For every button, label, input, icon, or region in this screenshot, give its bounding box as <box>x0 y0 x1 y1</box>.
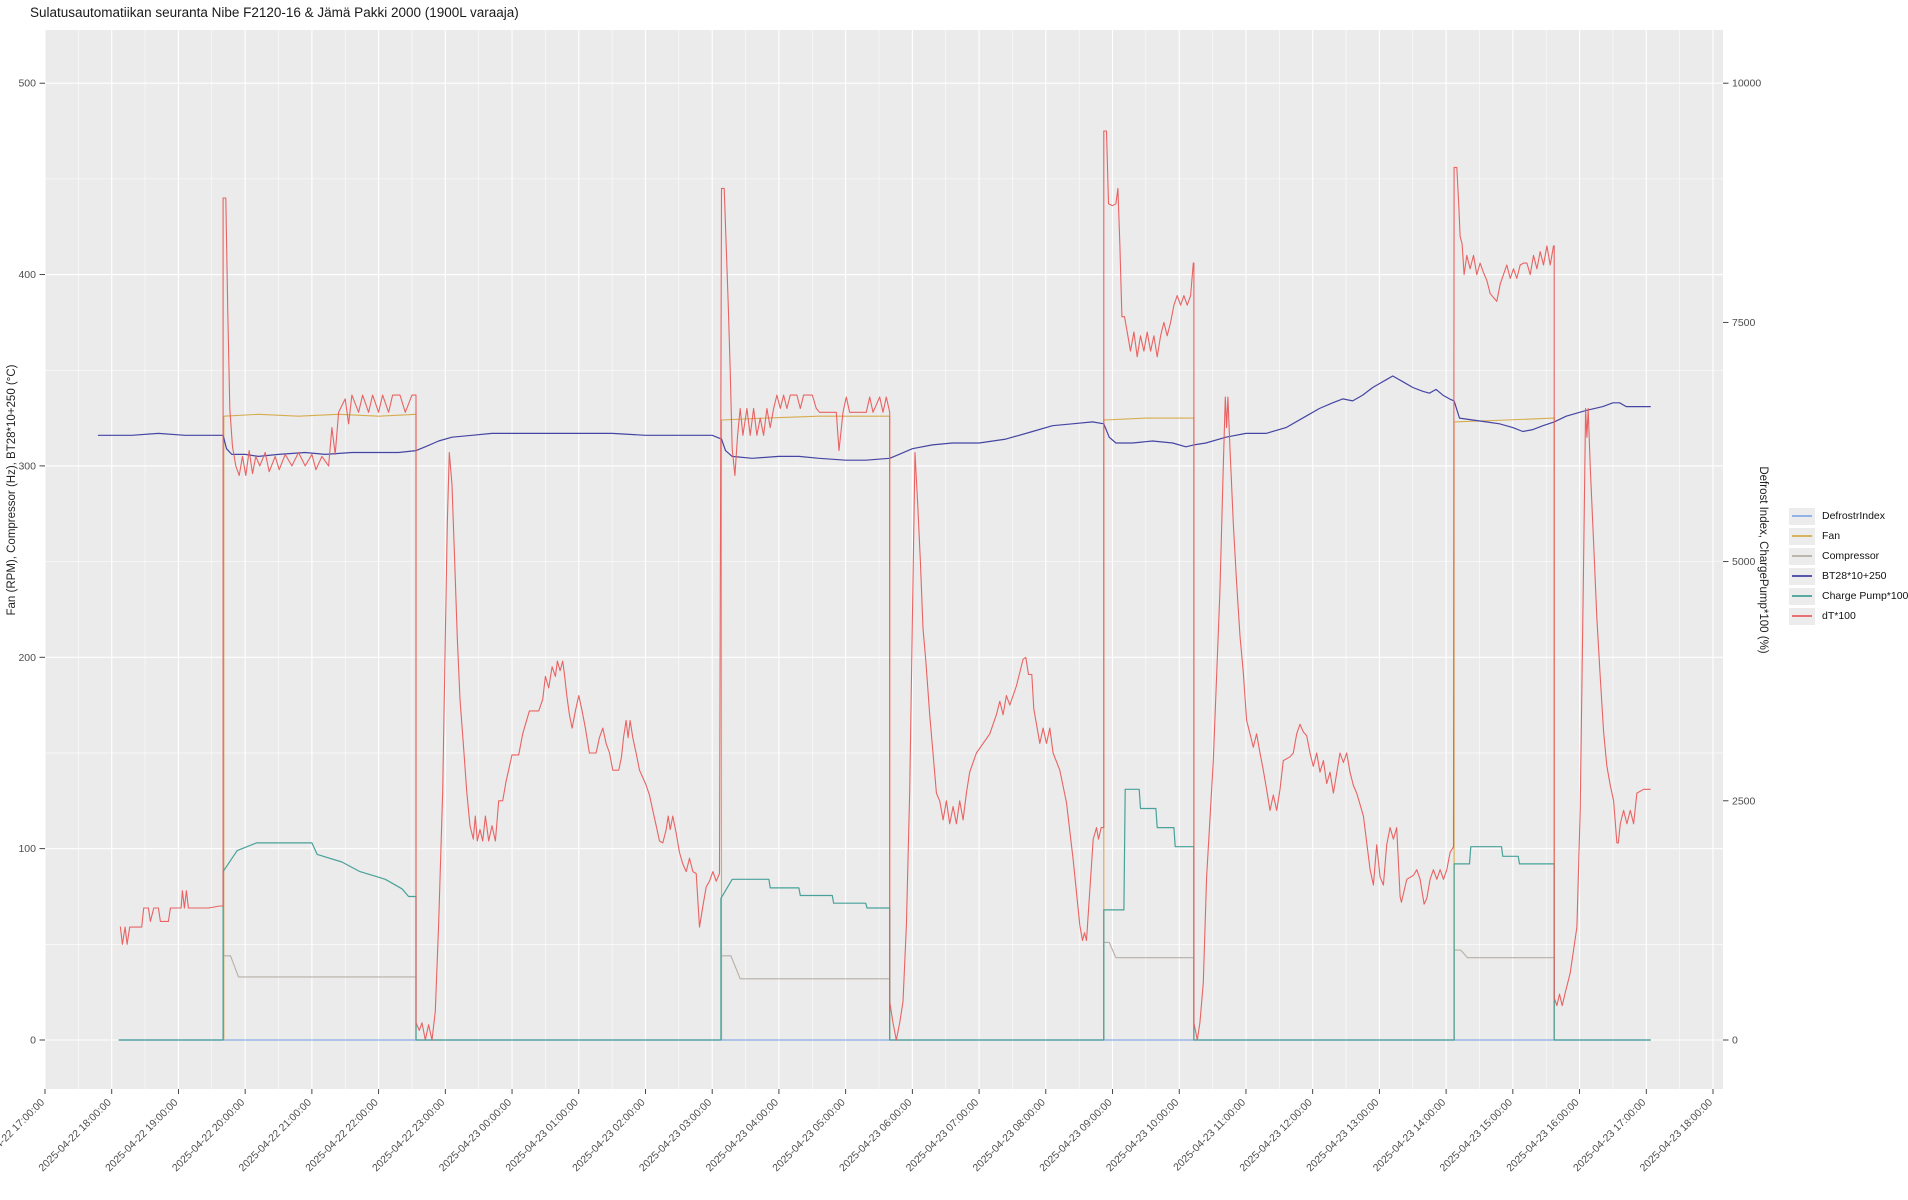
x-axis-tick-label: 2025-04-23 02:00:00 <box>570 1097 648 1175</box>
tick-marks <box>39 82 1729 1094</box>
left-axis-tick-label: 300 <box>18 460 36 472</box>
x-axis-tick-label: 2025-04-22 22:00:00 <box>303 1097 381 1175</box>
x-axis-tick-label: 2025-04-23 12:00:00 <box>1237 1097 1315 1175</box>
right-axis-tick-label: 0 <box>1732 1035 1738 1047</box>
left-axis-tick-label: 400 <box>18 269 36 281</box>
right-axis-tick-label: 7500 <box>1732 317 1756 329</box>
x-axis-tick-label: 2025-04-23 13:00:00 <box>1304 1097 1382 1175</box>
x-axis-tick-label: 2025-04-22 21:00:00 <box>237 1097 315 1175</box>
legend-item-charge-pump-100: Charge Pump*100 <box>1789 586 1908 606</box>
legend-item-defrostrindex: DefrostrIndex <box>1789 506 1908 526</box>
series-line-bt28-10-250 <box>97 375 1651 461</box>
x-axis-tick-label: 2025-04-23 06:00:00 <box>837 1097 915 1175</box>
x-axis-tick-label: 2025-04-23 10:00:00 <box>1104 1097 1182 1175</box>
x-axis-tick-label: 2025-04-23 04:00:00 <box>704 1097 782 1175</box>
chart-title: Sulatusautomatiikan seuranta Nibe F2120-… <box>30 5 519 20</box>
left-axis-tick-label: 0 <box>30 1035 36 1047</box>
x-axis-tick-label: 2025-04-23 11:00:00 <box>1171 1097 1248 1174</box>
series-line-charge-pump-100 <box>118 788 1651 1041</box>
panel-background <box>45 30 1723 1089</box>
legend-label: Charge Pump*100 <box>1822 590 1908 602</box>
legend-item-bt28-10-250: BT28*10+250 <box>1789 566 1908 586</box>
x-axis-tick-label: 2025-04-23 01:00:00 <box>503 1097 581 1175</box>
right-axis-tick-label: 5000 <box>1732 556 1756 568</box>
legend-key-swatch <box>1789 607 1815 625</box>
grid-minor <box>45 30 1723 1089</box>
x-axis-tick-label: 2025-04-22 18:00:00 <box>36 1097 114 1175</box>
legend-item-compressor: Compressor <box>1789 546 1908 566</box>
right-axis-tick-label: 2500 <box>1732 795 1756 807</box>
left-axis-tick-label: 200 <box>18 652 36 664</box>
x-axis-tick-label: 2025-04-22 20:00:00 <box>170 1097 248 1175</box>
legend-key-swatch <box>1789 527 1815 545</box>
right-axis-tick-label: 10000 <box>1732 78 1761 90</box>
left-axis-tick-label: 100 <box>18 843 36 855</box>
legend-key-swatch <box>1789 567 1815 585</box>
left-axis-title: Fan (RPM), Compressor (Hz), BT28*10+250 … <box>6 364 18 616</box>
left-axis-tick-label: 500 <box>18 78 36 90</box>
x-axis-tick-label: 2025-04-23 15:00:00 <box>1438 1097 1516 1175</box>
legend-label: Fan <box>1822 530 1841 542</box>
x-axis-tick-label: 2025-04-23 17:00:00 <box>1571 1097 1649 1175</box>
x-axis-tick-label: 2025-04-22 23:00:00 <box>370 1097 448 1175</box>
series-line-dt-100 <box>119 130 1651 1041</box>
grid-major <box>44 30 1723 1089</box>
x-axis-tick-label: 2025-04-23 03:00:00 <box>637 1097 715 1175</box>
x-axis-tick-label: 2025-04-22 19:00:00 <box>103 1097 181 1175</box>
series-lines <box>97 130 1651 1041</box>
x-axis-tick-label: 2025-04-23 08:00:00 <box>970 1097 1048 1175</box>
x-axis-tick-label: 2025-04-23 18:00:00 <box>1638 1097 1716 1175</box>
legend-key-swatch <box>1789 587 1815 605</box>
legend-label: DefrostrIndex <box>1822 510 1886 522</box>
legend-key-swatch <box>1789 507 1815 525</box>
x-axis-tick-label: 2025-04-23 00:00:00 <box>437 1097 515 1175</box>
legend: DefrostrIndex Fan Compressor BT28*10+250 Cha… <box>1789 506 1908 626</box>
legend-item-dt-100: dT*100 <box>1789 606 1908 626</box>
x-axis-tick-label: 2025-04-23 05:00:00 <box>770 1097 848 1175</box>
legend-key-swatch <box>1789 547 1815 565</box>
right-axis-title: Defrost Index, ChargePump*100 (%) <box>1757 466 1769 654</box>
legend-item-fan: Fan <box>1789 526 1908 546</box>
x-axis-tick-label: 2025-04-23 07:00:00 <box>904 1097 982 1175</box>
legend-label: BT28*10+250 <box>1822 570 1887 582</box>
x-axis-tick-label: 2025-04-23 09:00:00 <box>1037 1097 1115 1175</box>
legend-label: dT*100 <box>1822 610 1856 622</box>
legend-label: Compressor <box>1822 550 1880 562</box>
x-axis-tick-label: 2025-04-23 16:00:00 <box>1504 1097 1582 1175</box>
x-axis-tick-label: 2025-04-23 14:00:00 <box>1371 1097 1449 1175</box>
